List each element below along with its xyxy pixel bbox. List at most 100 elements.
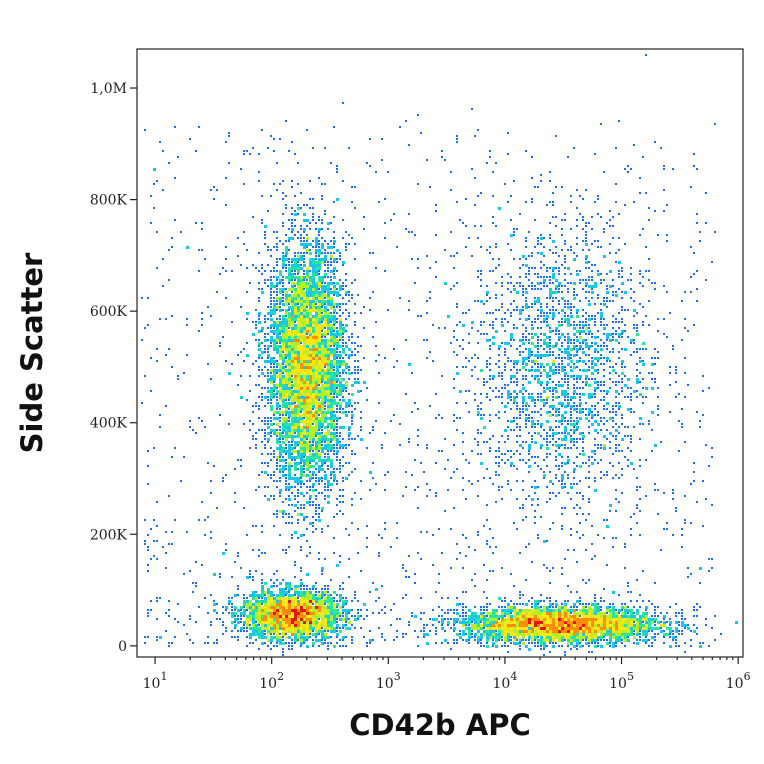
event-dot <box>618 501 620 503</box>
event-dot <box>567 339 570 342</box>
event-dot <box>162 285 164 287</box>
event-dot <box>306 270 309 273</box>
event-dot <box>306 225 308 227</box>
event-dot <box>309 381 312 384</box>
event-dot <box>414 582 416 584</box>
event-dot <box>519 639 522 642</box>
event-dot <box>564 369 566 371</box>
event-dot <box>570 642 573 645</box>
event-dot <box>147 297 149 299</box>
event-dot <box>663 168 665 170</box>
event-dot <box>606 606 609 609</box>
event-dot <box>336 411 338 413</box>
event-dot <box>294 504 297 507</box>
event-dot <box>537 411 539 413</box>
event-dot <box>264 243 266 245</box>
event-dot <box>672 492 674 494</box>
event-dot <box>579 453 581 455</box>
event-dot <box>558 354 560 356</box>
event-dot <box>546 465 548 467</box>
event-dot <box>564 420 566 422</box>
event-dot <box>285 120 287 122</box>
event-dot <box>261 399 263 401</box>
event-dot <box>567 288 569 290</box>
event-dot <box>261 603 263 605</box>
event-dot <box>291 648 293 650</box>
event-dot <box>636 375 638 377</box>
event-dot <box>201 318 203 320</box>
event-dot <box>306 528 308 530</box>
event-dot <box>336 312 338 314</box>
event-dot <box>285 426 288 429</box>
event-dot <box>681 546 683 548</box>
event-dot <box>663 618 665 620</box>
event-dot <box>669 645 672 648</box>
event-dot <box>630 600 632 602</box>
event-dot <box>642 621 644 623</box>
event-dot <box>624 435 626 437</box>
event-dot <box>579 348 581 350</box>
event-dot <box>330 264 332 266</box>
event-dot <box>582 219 584 221</box>
event-dot <box>366 615 368 617</box>
event-dot <box>348 618 350 620</box>
event-dot <box>255 447 257 449</box>
event-dot <box>597 645 599 647</box>
event-dot <box>639 417 642 420</box>
event-dot <box>615 321 617 323</box>
event-dot <box>288 228 290 230</box>
event-dot <box>342 330 345 333</box>
event-dot <box>489 438 491 440</box>
event-dot <box>339 468 341 470</box>
event-dot <box>696 168 698 170</box>
event-dot <box>300 375 303 378</box>
event-dot <box>285 324 288 327</box>
event-dot <box>348 534 350 536</box>
event-dot <box>642 600 644 602</box>
event-dot <box>603 399 605 401</box>
event-dot <box>585 375 588 378</box>
event-dot <box>297 207 300 210</box>
event-dot <box>279 405 281 407</box>
event-dot <box>309 318 312 321</box>
event-dot <box>459 390 462 393</box>
event-dot <box>291 339 294 342</box>
event-dot <box>153 183 155 185</box>
event-dot <box>315 249 318 252</box>
event-dot <box>609 219 611 221</box>
event-dot <box>324 456 326 458</box>
event-dot <box>579 342 581 344</box>
event-dot <box>363 306 365 308</box>
event-dot <box>285 633 287 635</box>
event-dot <box>456 417 458 419</box>
event-dot <box>519 282 521 284</box>
event-dot <box>324 558 326 560</box>
event-dot <box>342 456 344 458</box>
event-dot <box>222 552 225 555</box>
event-dot <box>267 339 269 341</box>
event-dot <box>363 357 365 359</box>
event-dot <box>285 321 288 324</box>
event-dot <box>603 588 605 590</box>
event-dot <box>312 522 314 524</box>
event-dot <box>330 351 333 354</box>
event-dot <box>276 411 279 414</box>
event-dot <box>330 333 333 336</box>
event-dot <box>342 489 344 491</box>
event-dot <box>270 585 273 588</box>
event-dot <box>408 438 410 440</box>
event-dot <box>543 648 545 650</box>
event-dot <box>495 474 497 476</box>
event-dot <box>258 549 260 551</box>
event-dot <box>309 291 312 294</box>
event-dot <box>639 633 641 635</box>
event-dot <box>507 435 509 437</box>
event-dot <box>528 360 530 362</box>
event-dot <box>537 342 539 344</box>
event-dot <box>594 348 597 351</box>
event-dot <box>537 186 539 188</box>
event-dot <box>354 615 356 617</box>
event-dot <box>594 420 597 423</box>
event-dot <box>258 366 260 368</box>
event-dot <box>330 642 332 644</box>
